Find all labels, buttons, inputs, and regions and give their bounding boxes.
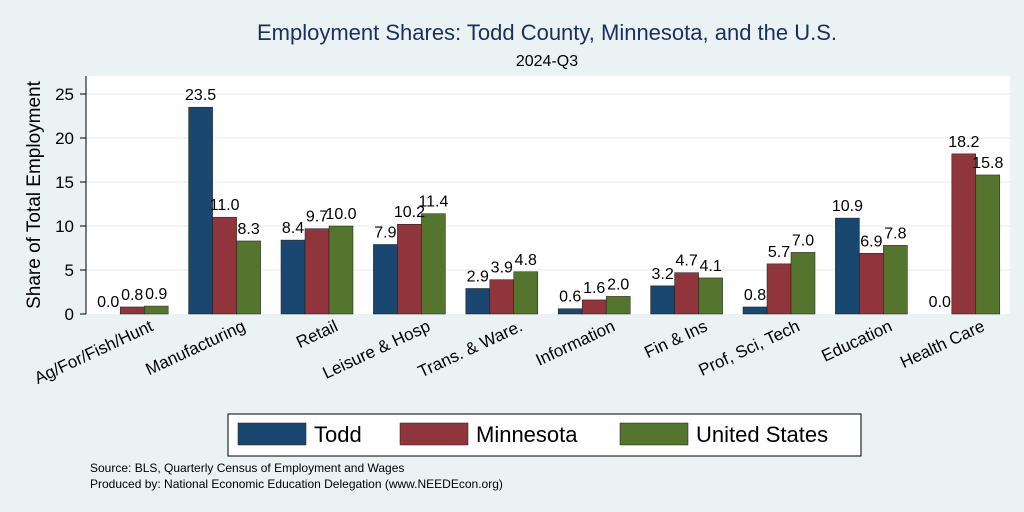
data-label: 0.0 xyxy=(97,294,119,311)
legend-swatch-united-states xyxy=(620,423,688,445)
bar-minnesota-4 xyxy=(490,280,514,314)
bar-minnesota-5 xyxy=(582,300,606,314)
source-note: Source: BLS, Quarterly Census of Employm… xyxy=(90,461,404,475)
bar-minnesota-7 xyxy=(767,264,791,314)
data-label: 2.0 xyxy=(607,276,629,293)
bar-united-states-6 xyxy=(699,278,723,314)
bar-todd-5 xyxy=(558,309,582,314)
employment-shares-chart: 0.0 0.8 0.923.511.08.3 8.49.710.07.910.211.… xyxy=(0,0,1024,512)
data-label: 4.8 xyxy=(515,252,537,269)
data-label: 15.8 xyxy=(972,155,1003,172)
data-label: 3.2 xyxy=(651,266,673,283)
legend-label: Todd xyxy=(314,422,362,447)
y-tick-label: 20 xyxy=(55,129,74,148)
data-label: 10.0 xyxy=(325,206,356,223)
data-label: 7.9 xyxy=(374,224,396,241)
y-tick-label: 15 xyxy=(55,173,74,192)
bar-united-states-8 xyxy=(883,245,907,314)
data-label: 11.0 xyxy=(210,197,240,214)
data-label: 0.0 xyxy=(929,294,951,311)
bar-united-states-1 xyxy=(237,241,261,314)
data-label: 18.2 xyxy=(948,134,979,151)
data-label: 5.7 xyxy=(768,244,790,261)
bar-minnesota-6 xyxy=(675,273,699,314)
y-tick-label: 0 xyxy=(65,305,74,324)
legend-swatch-minnesota xyxy=(400,423,468,445)
bar-united-states-3 xyxy=(421,214,445,314)
bar-united-states-0 xyxy=(144,306,168,314)
bar-todd-8 xyxy=(835,218,859,314)
bar-united-states-9 xyxy=(976,175,1000,314)
chart-subtitle: 2024-Q3 xyxy=(516,53,578,70)
bar-united-states-7 xyxy=(791,252,815,314)
chart-title: Employment Shares: Todd County, Minnesot… xyxy=(257,20,837,45)
data-label: 0.8 xyxy=(744,287,766,304)
data-label: 23.5 xyxy=(185,87,216,104)
bar-minnesota-3 xyxy=(397,224,421,314)
data-label: 1.6 xyxy=(583,280,605,297)
bar-todd-3 xyxy=(373,244,397,314)
bar-minnesota-1 xyxy=(213,217,237,314)
bar-todd-2 xyxy=(281,240,305,314)
data-label: 10.9 xyxy=(832,198,863,215)
data-label: 2.9 xyxy=(467,268,489,285)
legend: Todd Minnesota United States xyxy=(228,414,861,456)
produced-by-note: Produced by: National Economic Education… xyxy=(90,477,503,491)
bar-todd-4 xyxy=(466,288,490,314)
data-label: 0.9 xyxy=(145,286,167,303)
bar-minnesota-0 xyxy=(120,307,144,314)
bar-united-states-5 xyxy=(606,296,630,314)
data-label: 11.4 xyxy=(418,194,448,211)
data-label: 8.3 xyxy=(237,221,259,238)
data-label: 4.7 xyxy=(675,253,697,270)
data-label: 0.8 xyxy=(121,287,143,304)
y-tick-label: 10 xyxy=(55,217,74,236)
data-label: 7.0 xyxy=(792,232,814,249)
legend-swatch-todd xyxy=(238,423,306,445)
y-tick-label: 25 xyxy=(55,85,74,104)
bar-minnesota-9 xyxy=(952,154,976,314)
data-label: 3.9 xyxy=(491,260,513,277)
data-label: 6.9 xyxy=(860,233,882,250)
y-axis-title: Share of Total Employment xyxy=(24,80,45,308)
legend-label: Minnesota xyxy=(476,422,578,447)
data-label: 4.1 xyxy=(699,258,721,275)
data-label: 0.6 xyxy=(559,289,581,306)
bar-united-states-2 xyxy=(329,226,353,314)
bar-united-states-4 xyxy=(514,272,538,314)
bar-minnesota-2 xyxy=(305,229,329,314)
data-label: 7.8 xyxy=(884,225,906,242)
y-tick-label: 5 xyxy=(65,261,74,280)
legend-label: United States xyxy=(696,422,828,447)
bar-todd-7 xyxy=(743,307,767,314)
bar-minnesota-8 xyxy=(859,253,883,314)
data-label: 8.4 xyxy=(282,220,304,237)
bar-todd-6 xyxy=(651,286,675,314)
